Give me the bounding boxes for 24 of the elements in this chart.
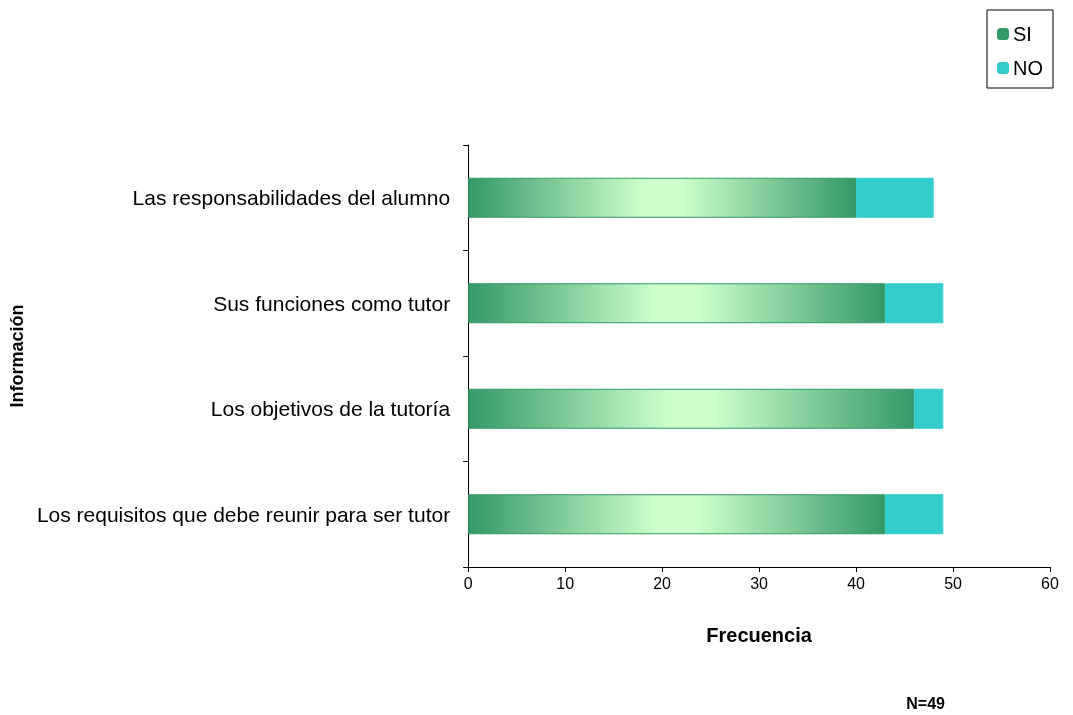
x-tick-label: 40 xyxy=(847,574,866,592)
bar xyxy=(468,388,915,429)
bar xyxy=(885,283,944,324)
legend-label: SI xyxy=(1013,23,1032,45)
y-tick-label: Las responsabilidades del alumno xyxy=(132,186,451,210)
x-tick-label: 20 xyxy=(653,574,672,592)
x-tick-label: 0 xyxy=(463,574,473,592)
bar xyxy=(468,283,886,324)
bar xyxy=(914,388,944,429)
x-axis-title: Frecuencia xyxy=(706,624,813,646)
text: N=49 xyxy=(906,694,946,712)
x-tick-label: 10 xyxy=(556,574,575,592)
y-tick-label: Los requisitos que debe reunir para ser tutor xyxy=(36,502,451,526)
x-tick-label: 60 xyxy=(1041,574,1059,592)
legend-label: NO xyxy=(1013,57,1043,79)
x-tick-label: 30 xyxy=(750,574,769,592)
bar xyxy=(856,177,934,218)
y-tick-label: Sus funciones como tutor xyxy=(213,291,451,315)
y-tick-label: Los objetivos de la tutoría xyxy=(210,397,451,421)
bar xyxy=(468,494,886,535)
bar xyxy=(885,494,944,535)
bar xyxy=(468,177,857,218)
y-axis-title: Información xyxy=(7,304,27,408)
x-tick-label: 50 xyxy=(944,574,963,592)
